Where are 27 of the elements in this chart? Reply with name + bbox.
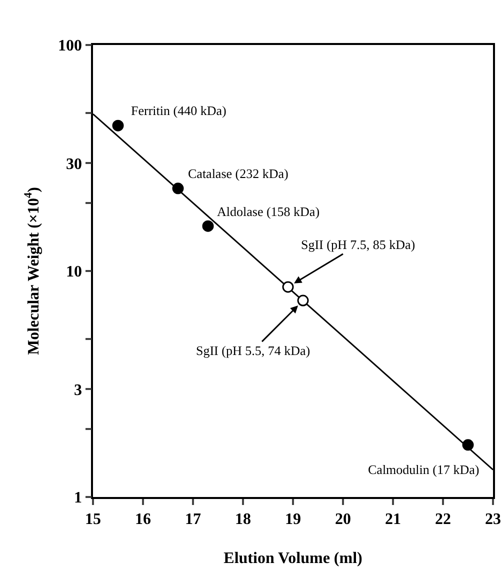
x-tick-label: 23 xyxy=(485,510,501,528)
y-tick-label: 100 xyxy=(58,38,82,55)
annotation: Ferritin (440 kDa) xyxy=(131,103,226,118)
y-tick-label: 3 xyxy=(74,382,82,399)
x-tick-label: 20 xyxy=(335,510,351,528)
annotation: Calmodulin (17 kDa) xyxy=(368,462,480,477)
point xyxy=(202,220,214,232)
annotation: Catalase (232 kDa) xyxy=(188,166,288,181)
x-tick-label: 16 xyxy=(135,510,151,528)
annotation: SgII (pH 5.5, 74 kDa) xyxy=(196,343,310,358)
annotation: SgII (pH 7.5, 85 kDa) xyxy=(301,237,416,252)
x-tick-label: 15 xyxy=(85,510,101,528)
point xyxy=(282,281,294,293)
x-tick-label: 21 xyxy=(385,510,401,528)
y-tick-label: 10 xyxy=(66,264,82,281)
point xyxy=(112,120,124,132)
x-tick-label: 18 xyxy=(235,510,251,528)
y-tick-label: 1 xyxy=(74,490,82,507)
x-tick-label: 22 xyxy=(435,510,451,528)
x-tick-label: 17 xyxy=(185,510,201,528)
point xyxy=(172,182,184,194)
point xyxy=(462,439,474,451)
annotation: Aldolase (158 kDa) xyxy=(217,204,320,219)
x-tick-label: 19 xyxy=(285,510,301,528)
point xyxy=(297,294,309,306)
x-axis-title: Elution Volume (ml) xyxy=(224,550,362,568)
y-tick-label: 30 xyxy=(66,156,82,173)
